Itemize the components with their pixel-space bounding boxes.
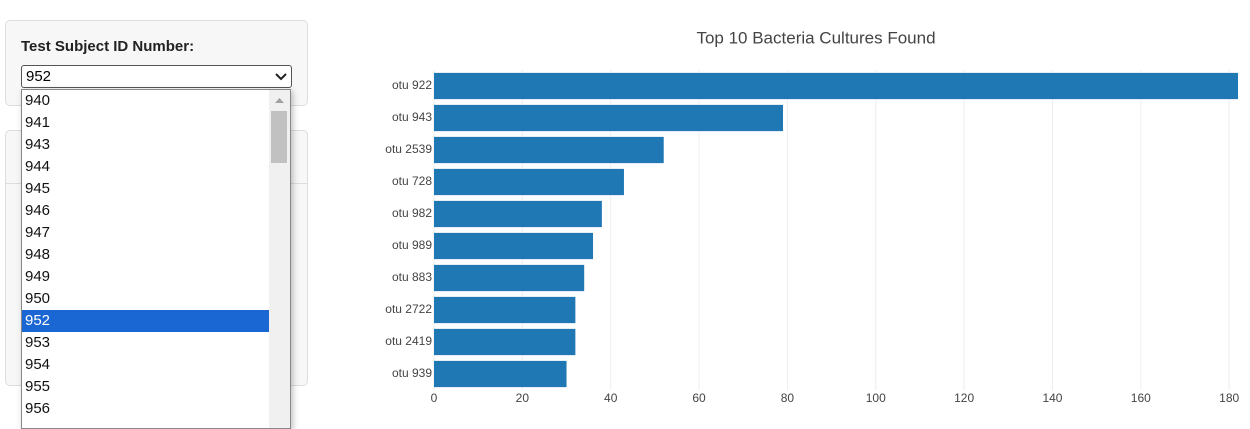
x-tick-label: 80 (781, 391, 795, 405)
x-tick-label: 60 (692, 391, 706, 405)
option[interactable]: 949 (25, 268, 51, 285)
bar (434, 232, 594, 260)
selected-value: 952 (26, 68, 52, 85)
y-tick-label: otu 728 (392, 174, 432, 188)
y-tick-label: otu 883 (392, 270, 432, 284)
x-tick-label: 20 (516, 391, 530, 405)
option[interactable]: 950 (25, 290, 51, 307)
option[interactable]: 946 (25, 202, 51, 219)
bar (434, 72, 1238, 100)
y-tick-label: otu 939 (392, 366, 432, 380)
option[interactable]: 941 (25, 114, 51, 131)
dropdown-list: 940 941 943 944 945 946 947 948 949 950 952 953 954 9… (21, 89, 291, 429)
scroll-thumb[interactable] (271, 111, 287, 163)
scrollbar[interactable] (269, 90, 290, 428)
x-tick-label: 0 (431, 391, 438, 405)
option[interactable]: 940 (25, 92, 51, 109)
y-tick-label: otu 2419 (385, 334, 432, 348)
x-tick-label: 120 (954, 391, 974, 405)
option[interactable]: 947 (25, 224, 51, 241)
option[interactable]: 955 (25, 378, 51, 395)
bar (434, 264, 585, 292)
option[interactable]: 948 (25, 246, 51, 263)
option[interactable]: 943 (25, 136, 51, 153)
option[interactable]: 953 (25, 334, 51, 351)
option[interactable]: 952 (22, 310, 269, 332)
bar (434, 360, 567, 388)
x-tick-label: 180 (1219, 391, 1239, 405)
bar (434, 136, 664, 164)
option[interactable]: 944 (25, 158, 51, 175)
chevron (275, 73, 287, 81)
x-tick-label: 140 (1042, 391, 1062, 405)
selector-label: Test Subject ID Number: (21, 38, 195, 55)
chart-title: Top 10 Bacteria Cultures Found (696, 28, 935, 47)
select[interactable]: 952 (21, 65, 292, 88)
bar (434, 328, 576, 356)
y-tick-label: otu 2539 (385, 142, 432, 156)
bar (434, 200, 602, 228)
y-tick-label: otu 2722 (385, 302, 432, 316)
bar (434, 168, 624, 196)
y-tick-label: otu 943 (392, 110, 432, 124)
y-tick-label: otu 982 (392, 206, 432, 220)
scroll-up (275, 98, 284, 103)
y-tick-label: otu 922 (392, 78, 432, 92)
option[interactable]: 954 (25, 356, 51, 373)
bar (434, 296, 576, 324)
x-tick-label: 40 (604, 391, 618, 405)
x-tick-label: 100 (866, 391, 886, 405)
bar (434, 104, 783, 132)
option[interactable]: 956 (25, 400, 51, 417)
x-tick-label: 160 (1131, 391, 1151, 405)
y-tick-label: otu 989 (392, 238, 432, 252)
option[interactable]: 945 (25, 180, 51, 197)
